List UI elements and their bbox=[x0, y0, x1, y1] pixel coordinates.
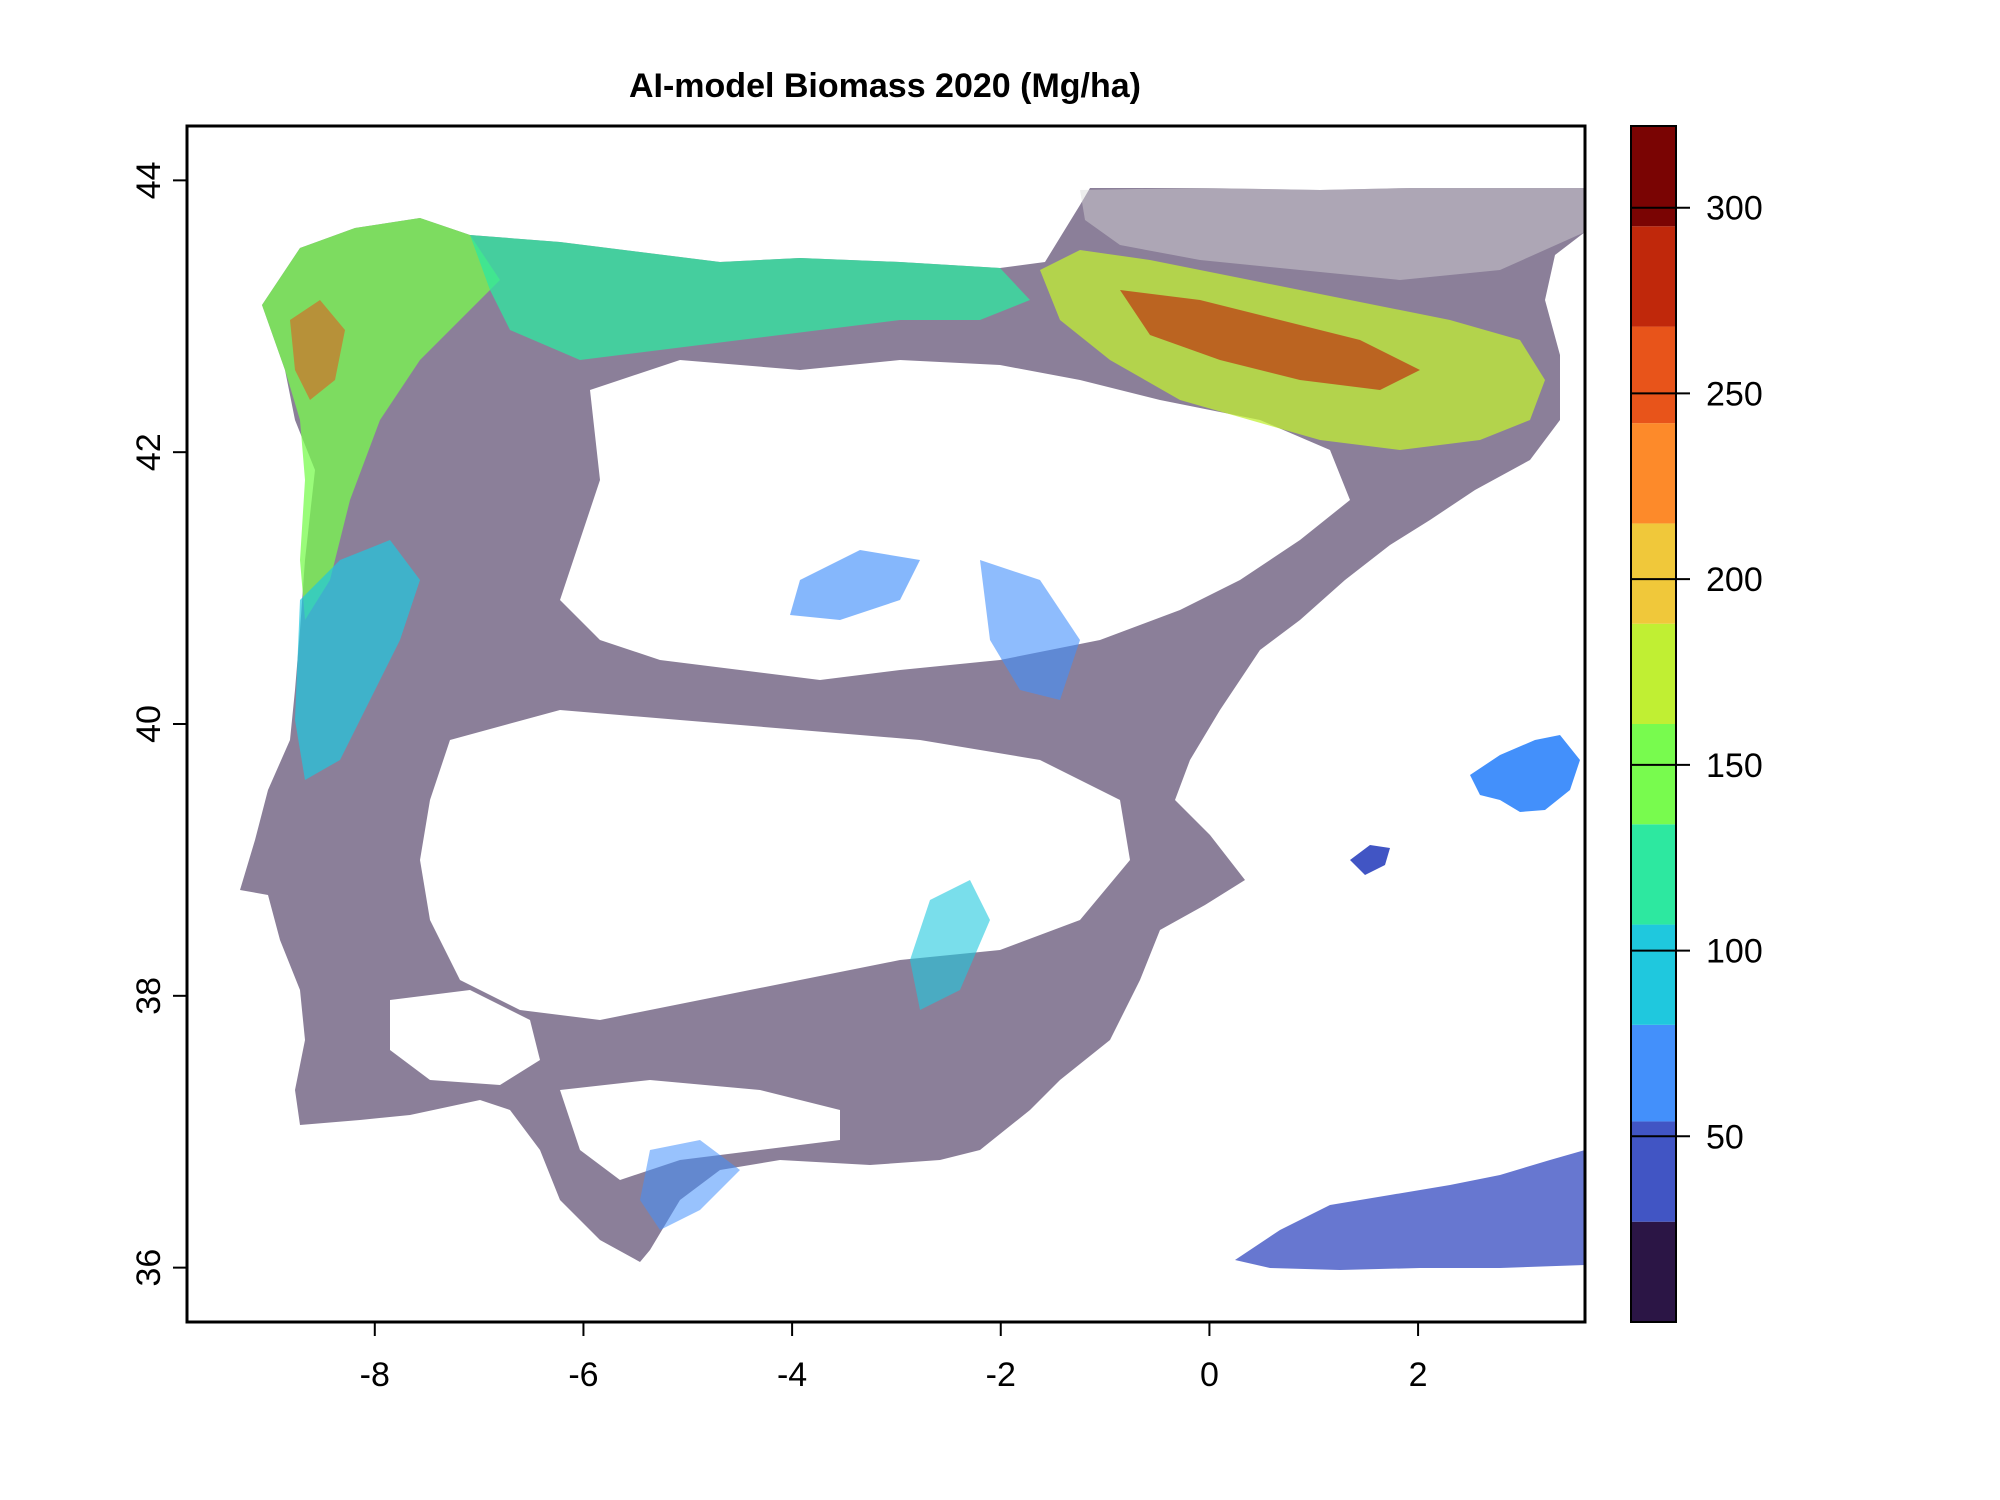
colorbar-tick-label: 300 bbox=[1706, 190, 1763, 228]
x-tick-label: -2 bbox=[986, 1356, 1016, 1394]
colorbar-bin bbox=[1631, 924, 1676, 1025]
colorbar-bin bbox=[1631, 724, 1676, 825]
north-africa-coast bbox=[1235, 1150, 1585, 1270]
inland-plateau-andalusia bbox=[560, 1080, 840, 1180]
ibiza-island bbox=[1350, 845, 1390, 875]
colorbar-bin bbox=[1631, 326, 1676, 424]
map-raster bbox=[240, 188, 1585, 1270]
portugal-central-biomass bbox=[295, 540, 420, 780]
colorbar-tick-label: 150 bbox=[1706, 747, 1763, 785]
colorbar-bin bbox=[1631, 226, 1676, 327]
x-tick-label: -8 bbox=[360, 1356, 390, 1394]
y-tick-label: 40 bbox=[130, 705, 168, 743]
central-ridge-biomass bbox=[790, 550, 920, 620]
y-tick-label: 36 bbox=[130, 1249, 168, 1287]
pyrenees-peak bbox=[1120, 290, 1420, 390]
colorbar-tick-label: 200 bbox=[1706, 561, 1763, 599]
y-tick-label: 44 bbox=[130, 161, 168, 199]
mallorca-island bbox=[1470, 735, 1580, 812]
colorbar-frame bbox=[1630, 125, 1677, 1323]
x-tick-label: 0 bbox=[1200, 1356, 1219, 1394]
colorbar-tick-label: 100 bbox=[1706, 933, 1763, 971]
colorbar-bin bbox=[1631, 1121, 1676, 1222]
colorbar-bin bbox=[1631, 126, 1676, 227]
galicia-peak bbox=[290, 300, 345, 400]
colorbar-tick-label: 50 bbox=[1706, 1118, 1744, 1156]
colorbar-tick-label: 250 bbox=[1706, 375, 1763, 413]
levant-biomass bbox=[980, 560, 1080, 700]
north-sparse-band bbox=[1080, 188, 1585, 280]
inland-plateau-southwest bbox=[390, 990, 540, 1085]
x-tick-label: -6 bbox=[568, 1356, 598, 1394]
colorbar-bin bbox=[1631, 1221, 1676, 1322]
colorbar-bin bbox=[1631, 523, 1676, 624]
colorbar-bin bbox=[1631, 623, 1676, 724]
x-axis: -8 -6 -4 -2 0 2 bbox=[360, 1322, 1428, 1394]
chart-title: AI-model Biomass 2020 (Mg/ha) bbox=[629, 67, 1141, 105]
colorbar-bin bbox=[1631, 1024, 1676, 1122]
x-tick-label: 2 bbox=[1409, 1356, 1428, 1394]
sierra-biomass bbox=[910, 880, 990, 1010]
cantabrian-high-biomass bbox=[470, 235, 1030, 360]
y-tick-label: 38 bbox=[130, 977, 168, 1015]
colorbar: 50 100 150 200 250 300 bbox=[1630, 125, 1763, 1323]
y-tick-label: 42 bbox=[130, 433, 168, 471]
x-tick-label: -4 bbox=[777, 1356, 807, 1394]
colorbar-bin bbox=[1631, 423, 1676, 524]
y-axis: 36 38 40 42 44 bbox=[130, 161, 187, 1287]
colorbar-bin bbox=[1631, 824, 1676, 925]
inland-plateau-north bbox=[560, 360, 1350, 680]
southern-spain-biomass bbox=[640, 1140, 740, 1230]
